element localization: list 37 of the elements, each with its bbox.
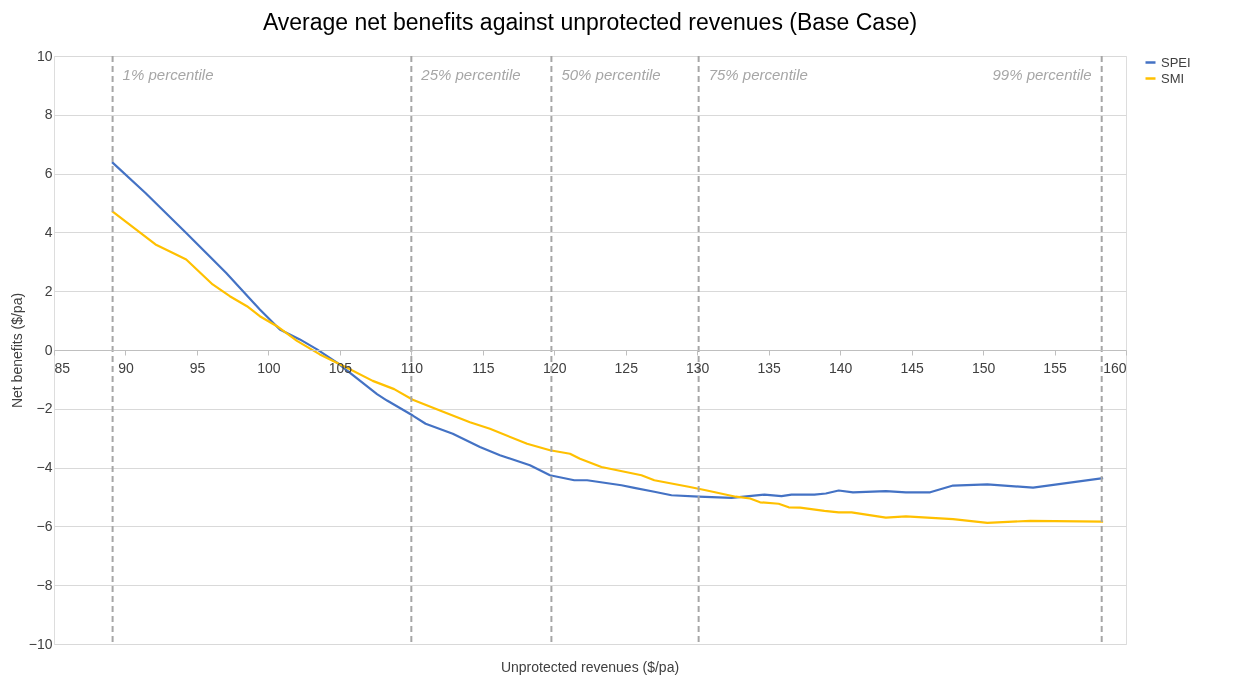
x-tick-label: 115 bbox=[472, 359, 495, 376]
x-tick-label: 140 bbox=[828, 359, 853, 376]
y-tick-label: 6 bbox=[44, 165, 53, 182]
ref-line-label: 50% percentile bbox=[561, 66, 661, 83]
y-tick-label: 8 bbox=[44, 106, 53, 123]
y-tick-label: 4 bbox=[44, 223, 53, 240]
x-tick-label: 125 bbox=[614, 359, 639, 376]
x-axis-title: Unprotected revenues ($/pa) bbox=[500, 659, 680, 675]
y-tick-label: −6 bbox=[36, 517, 53, 534]
x-tick-label: 100 bbox=[257, 359, 281, 376]
legend-label: SPEI bbox=[1161, 54, 1191, 70]
ref-line-label: 1% percentile bbox=[122, 66, 214, 83]
y-axis-title: Net benefits ($/pa) bbox=[8, 292, 25, 409]
y-tick-label: −2 bbox=[36, 400, 53, 417]
x-tick-label: 155 bbox=[1043, 359, 1067, 376]
x-tick-label: 150 bbox=[971, 359, 996, 376]
y-tick-label: 10 bbox=[36, 47, 53, 64]
x-tick-label: 160 bbox=[1103, 359, 1127, 376]
x-tick-label: 135 bbox=[757, 359, 782, 376]
y-tick-label: −8 bbox=[36, 576, 53, 593]
x-tick-label: 120 bbox=[543, 359, 567, 376]
line-series bbox=[110, 210, 1105, 524]
x-tick-label: 85 bbox=[54, 359, 71, 376]
x-tick-label: 90 bbox=[118, 359, 134, 376]
y-tick-label: 2 bbox=[44, 282, 53, 299]
chart-title: Average net benefits against unprotected revenues (Base Case) bbox=[262, 9, 918, 35]
y-tick-label: 0 bbox=[44, 341, 53, 358]
ref-line-label: 99% percentile bbox=[992, 66, 1092, 83]
x-tick-label: 145 bbox=[900, 359, 924, 376]
x-tick-label: 95 bbox=[189, 359, 206, 376]
x-tick-label: 130 bbox=[686, 359, 710, 376]
legend-label: SMI bbox=[1161, 70, 1185, 86]
x-tick-label: 110 bbox=[400, 359, 424, 376]
y-tick-label: −4 bbox=[36, 459, 53, 476]
y-tick-label: −10 bbox=[28, 635, 53, 652]
ref-line-label: 75% percentile bbox=[708, 66, 808, 83]
ref-line-label: 25% percentile bbox=[420, 66, 521, 83]
